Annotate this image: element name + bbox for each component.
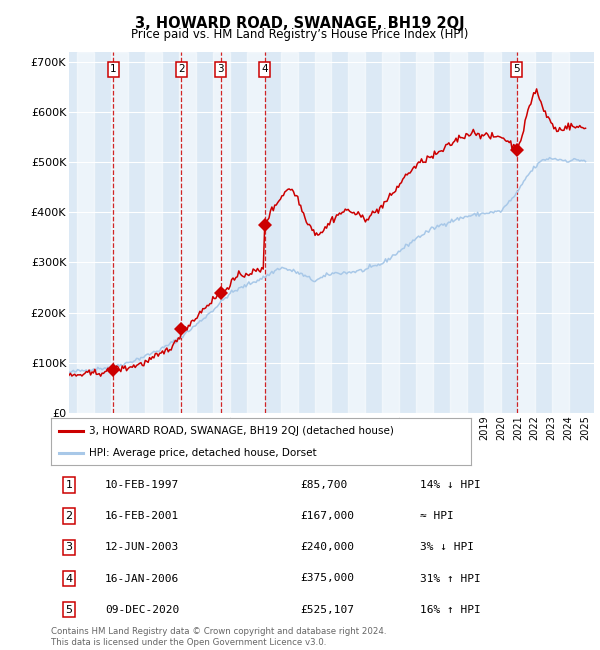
Text: 31% ↑ HPI: 31% ↑ HPI: [420, 573, 481, 584]
Text: 5: 5: [514, 64, 520, 74]
Bar: [416, 52, 433, 413]
Text: 1: 1: [65, 480, 73, 490]
Text: 3, HOWARD ROAD, SWANAGE, BH19 2QJ (detached house): 3, HOWARD ROAD, SWANAGE, BH19 2QJ (detac…: [89, 426, 394, 436]
Text: 3, HOWARD ROAD, SWANAGE, BH19 2QJ: 3, HOWARD ROAD, SWANAGE, BH19 2QJ: [135, 16, 465, 31]
Text: £85,700: £85,700: [300, 480, 347, 490]
Text: 16-FEB-2001: 16-FEB-2001: [105, 511, 179, 521]
Text: 1: 1: [110, 64, 116, 74]
Text: 4: 4: [65, 573, 73, 584]
Text: 5: 5: [65, 604, 73, 615]
Text: £525,107: £525,107: [300, 604, 354, 615]
Text: ≈ HPI: ≈ HPI: [420, 511, 454, 521]
Text: Price paid vs. HM Land Registry’s House Price Index (HPI): Price paid vs. HM Land Registry’s House …: [131, 28, 469, 41]
Text: 14% ↓ HPI: 14% ↓ HPI: [420, 480, 481, 490]
Text: 2: 2: [65, 511, 73, 521]
Text: 16-JAN-2006: 16-JAN-2006: [105, 573, 179, 584]
Bar: [112, 52, 128, 413]
Bar: [145, 52, 162, 413]
Text: £375,000: £375,000: [300, 573, 354, 584]
Text: 2: 2: [178, 64, 185, 74]
Bar: [349, 52, 365, 413]
Text: 4: 4: [261, 64, 268, 74]
Text: 09-DEC-2020: 09-DEC-2020: [105, 604, 179, 615]
Bar: [314, 52, 331, 413]
Text: £167,000: £167,000: [300, 511, 354, 521]
Text: 12-JUN-2003: 12-JUN-2003: [105, 542, 179, 552]
Bar: [450, 52, 467, 413]
Bar: [77, 52, 94, 413]
Text: 3: 3: [65, 542, 73, 552]
Bar: [213, 52, 230, 413]
Bar: [551, 52, 569, 413]
Bar: [484, 52, 501, 413]
Bar: [382, 52, 399, 413]
Bar: [247, 52, 264, 413]
Text: HPI: Average price, detached house, Dorset: HPI: Average price, detached house, Dors…: [89, 448, 316, 458]
Bar: [179, 52, 196, 413]
Text: 3: 3: [217, 64, 224, 74]
Text: Contains HM Land Registry data © Crown copyright and database right 2024.
This d: Contains HM Land Registry data © Crown c…: [51, 627, 386, 647]
Bar: [281, 52, 298, 413]
Text: 10-FEB-1997: 10-FEB-1997: [105, 480, 179, 490]
Text: 3% ↓ HPI: 3% ↓ HPI: [420, 542, 474, 552]
Text: £240,000: £240,000: [300, 542, 354, 552]
Text: 16% ↑ HPI: 16% ↑ HPI: [420, 604, 481, 615]
Bar: [518, 52, 535, 413]
